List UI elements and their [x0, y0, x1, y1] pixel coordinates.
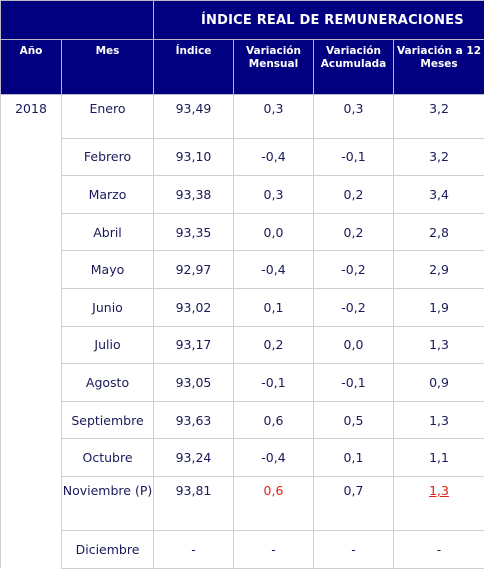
indice-cell: 93,24	[154, 439, 234, 477]
variacion-12-meses-link[interactable]: 1,3	[429, 483, 449, 498]
variacion-12-meses-cell: 2,8	[394, 213, 484, 251]
year-cell: 2018	[1, 95, 62, 569]
variacion-mensual-cell: -0,1	[234, 364, 314, 402]
header-indice: Índice	[154, 40, 234, 95]
variacion-mensual-cell: 0,6	[234, 401, 314, 439]
header-mes: Mes	[62, 40, 154, 95]
variacion-mensual-cell: 0,3	[234, 176, 314, 214]
variacion-mensual-cell: 0,6	[234, 476, 314, 530]
variacion-12-meses-cell: 2,9	[394, 251, 484, 289]
mes-cell: Mayo	[62, 251, 154, 289]
indice-cell: 93,49	[154, 95, 234, 139]
variacion-12-meses-cell: 3,2	[394, 95, 484, 139]
variacion-12-meses-cell: 3,2	[394, 138, 484, 176]
variacion-acumulada-cell: -0,2	[314, 288, 394, 326]
table-row: Mayo 92,97 -0,4 -0,2 2,9	[1, 251, 484, 289]
table-row: Abril 93,35 0,0 0,2 2,8	[1, 213, 484, 251]
variacion-acumulada-cell: -	[314, 530, 394, 568]
variacion-12-meses-cell: 3,4	[394, 176, 484, 214]
table-banner-title: ÍNDICE REAL DE REMUNERACIONES	[154, 1, 484, 40]
variacion-mensual-cell: 0,1	[234, 288, 314, 326]
variacion-12-meses-cell: 1,3	[394, 476, 484, 530]
mes-cell: Marzo	[62, 176, 154, 214]
indice-cell: 93,35	[154, 213, 234, 251]
table-row: Junio 93,02 0,1 -0,2 1,9	[1, 288, 484, 326]
variacion-12-meses-cell: 0,9	[394, 364, 484, 402]
mes-cell: Noviembre (P)	[62, 476, 154, 530]
table-row: Febrero 93,10 -0,4 -0,1 3,2	[1, 138, 484, 176]
table-row: Agosto 93,05 -0,1 -0,1 0,9	[1, 364, 484, 402]
variacion-acumulada-cell: 0,1	[314, 439, 394, 477]
indice-cell: 93,63	[154, 401, 234, 439]
variacion-acumulada-cell: 0,2	[314, 213, 394, 251]
table-row: Diciembre - - - -	[1, 530, 484, 568]
variacion-mensual-cell: -	[234, 530, 314, 568]
variacion-mensual-cell: 0,2	[234, 326, 314, 364]
indice-cell: 92,97	[154, 251, 234, 289]
variacion-acumulada-cell: -0,1	[314, 138, 394, 176]
variacion-mensual-cell: -0,4	[234, 138, 314, 176]
remuneraciones-table-container: ÍNDICE REAL DE REMUNERACIONES Año Mes Ín…	[0, 0, 484, 555]
table-row: 2018 Enero 93,49 0,3 0,3 3,2	[1, 95, 484, 139]
indice-cell: -	[154, 530, 234, 568]
variacion-acumulada-cell: 0,7	[314, 476, 394, 530]
variacion-acumulada-cell: -0,2	[314, 251, 394, 289]
header-ano: Año	[1, 40, 62, 95]
variacion-mensual-cell: -0,4	[234, 439, 314, 477]
mes-cell: Julio	[62, 326, 154, 364]
table-row: Octubre 93,24 -0,4 0,1 1,1	[1, 439, 484, 477]
variacion-acumulada-cell: 0,2	[314, 176, 394, 214]
header-variacion-acumulada: Variación Acumulada	[314, 40, 394, 95]
mes-cell: Febrero	[62, 138, 154, 176]
header-variacion-mensual: Variación Mensual	[234, 40, 314, 95]
variacion-12-meses-cell: -	[394, 530, 484, 568]
mes-cell: Junio	[62, 288, 154, 326]
banner-spacer	[1, 1, 154, 40]
variacion-mensual-cell: 0,0	[234, 213, 314, 251]
mes-cell: Abril	[62, 213, 154, 251]
table-row: Marzo 93,38 0,3 0,2 3,4	[1, 176, 484, 214]
table-row: Noviembre (P) 93,81 0,6 0,7 1,3	[1, 476, 484, 530]
header-variacion-12-meses: Variación a 12 Meses	[394, 40, 484, 95]
indice-cell: 93,05	[154, 364, 234, 402]
variacion-12-meses-cell: 1,3	[394, 401, 484, 439]
variacion-mensual-cell: -0,4	[234, 251, 314, 289]
variacion-mensual-cell: 0,3	[234, 95, 314, 139]
variacion-acumulada-cell: 0,0	[314, 326, 394, 364]
mes-cell: Enero	[62, 95, 154, 139]
indice-cell: 93,17	[154, 326, 234, 364]
mes-cell: Septiembre	[62, 401, 154, 439]
variacion-12-meses-cell: 1,1	[394, 439, 484, 477]
variacion-12-meses-cell: 1,9	[394, 288, 484, 326]
mes-cell: Octubre	[62, 439, 154, 477]
indice-cell: 93,10	[154, 138, 234, 176]
variacion-acumulada-cell: 0,3	[314, 95, 394, 139]
mes-cell: Agosto	[62, 364, 154, 402]
variacion-12-meses-cell: 1,3	[394, 326, 484, 364]
mes-cell: Diciembre	[62, 530, 154, 568]
indice-cell: 93,81	[154, 476, 234, 530]
indice-cell: 93,02	[154, 288, 234, 326]
variacion-acumulada-cell: 0,5	[314, 401, 394, 439]
table-row: Septiembre 93,63 0,6 0,5 1,3	[1, 401, 484, 439]
table-row: Julio 93,17 0,2 0,0 1,3	[1, 326, 484, 364]
variacion-acumulada-cell: -0,1	[314, 364, 394, 402]
indice-cell: 93,38	[154, 176, 234, 214]
